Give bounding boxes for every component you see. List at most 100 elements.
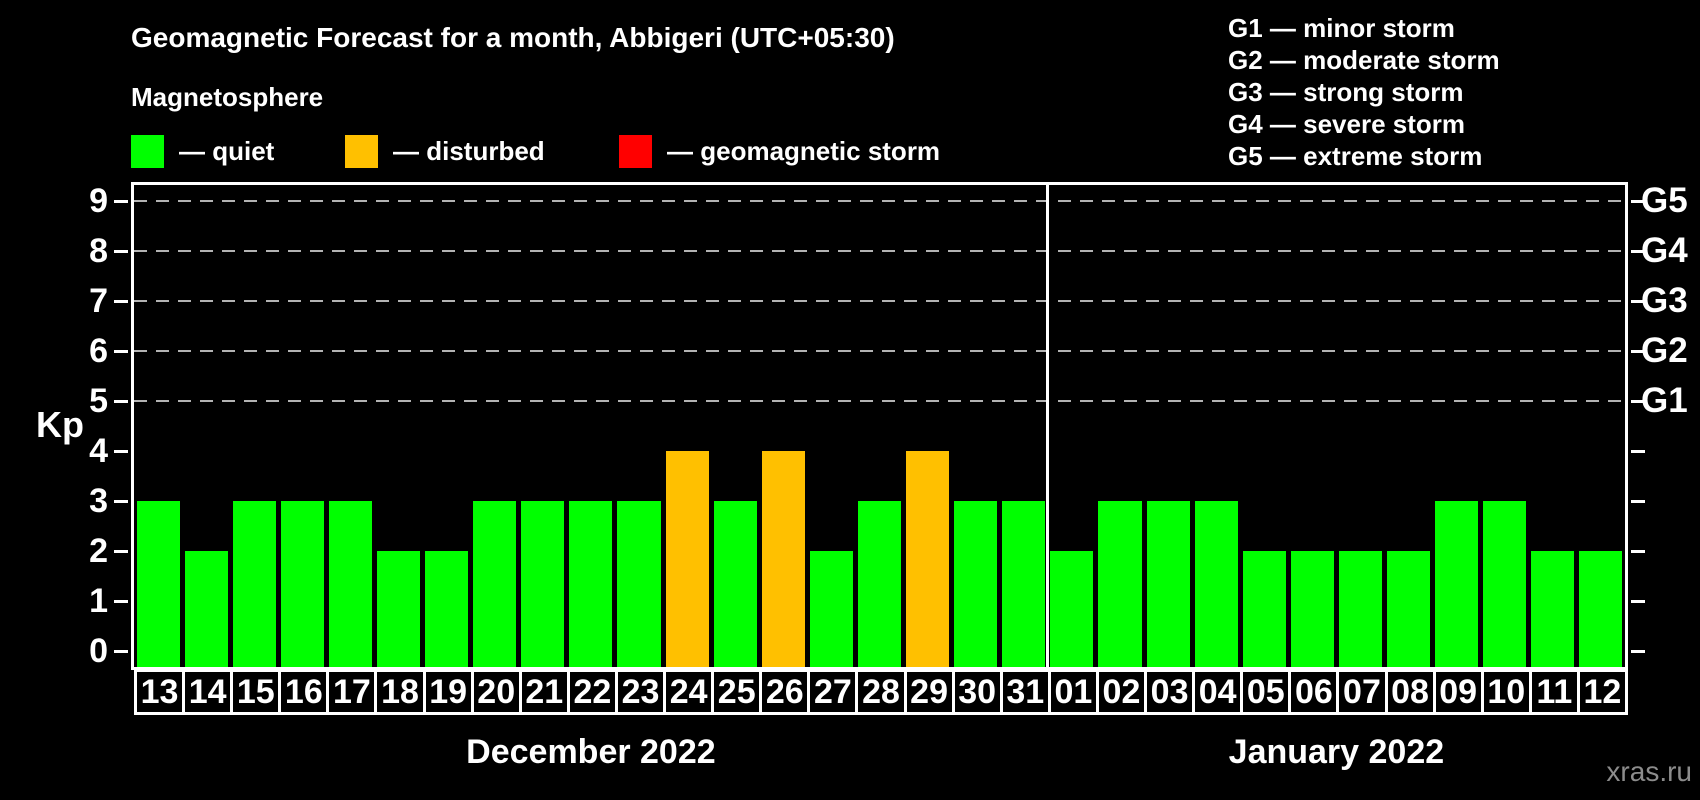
kp-bar-day-28	[857, 501, 902, 667]
kp-bar-day-24	[665, 451, 709, 667]
gridline-kp6	[134, 350, 1625, 352]
day-label-05: 05	[1240, 669, 1292, 715]
day-label-04: 04	[1192, 669, 1244, 715]
y-tick-right-6	[1631, 350, 1645, 353]
kp-bar-day-04	[1194, 501, 1238, 667]
day-label-29: 29	[903, 669, 955, 715]
y-tick-left-0	[114, 650, 128, 653]
kp-bar-day-30	[954, 501, 998, 667]
g-scale-legend-line-5: G5 — extreme storm	[1228, 141, 1483, 171]
y-tick-right-8	[1631, 250, 1645, 253]
y-tick-right-9	[1631, 200, 1645, 203]
day-label-24: 24	[663, 669, 715, 715]
day-label-18: 18	[374, 669, 426, 715]
y-tick-right-5	[1631, 400, 1645, 403]
plot-inner: 0 1 2 3 4 5 6 7 8 9 G1 G2 G3 G4 G5	[89, 181, 1688, 670]
y-tick-left-5	[114, 400, 128, 403]
y-tick-left-6	[114, 350, 128, 353]
y-tick-left-7	[114, 300, 128, 303]
y-tick-label-4: 4	[89, 432, 108, 470]
day-label-14: 14	[182, 669, 234, 715]
kp-bar-day-18	[376, 551, 421, 667]
kp-bar-day-15	[232, 501, 276, 667]
y-tick-left-9	[114, 200, 128, 203]
watermark: xras.ru	[1606, 756, 1692, 787]
kp-bar-day-08	[1387, 551, 1431, 667]
y-tick-label-7: 7	[89, 282, 108, 320]
right-axis-label-G3: G3	[1641, 281, 1688, 320]
kp-bar-day-31	[1002, 501, 1046, 667]
day-label-26: 26	[759, 669, 811, 715]
gridline-kp7	[134, 300, 1625, 302]
kp-bar-day-27	[809, 551, 853, 667]
day-label-31: 31	[999, 669, 1051, 715]
kp-bar-day-12	[1579, 551, 1623, 667]
g-scale-legend-line-3: G3 — strong storm	[1228, 77, 1464, 107]
chart-subtitle: Magnetosphere	[131, 82, 324, 112]
kp-bar-day-11	[1531, 551, 1575, 667]
g-scale-legend-line-1: G1 — minor storm	[1228, 13, 1455, 43]
day-axis: 13 14 15 16 17 18 19 20 21 22 23 24 25 26 27 28 29 30 31 01…	[134, 669, 1628, 715]
y-tick-right-4	[1631, 450, 1645, 453]
day-label-03: 03	[1144, 669, 1196, 715]
kp-bar-day-05	[1242, 551, 1286, 667]
y-tick-label-6: 6	[89, 332, 108, 370]
day-label-19: 19	[422, 669, 474, 715]
legend-item-quiet: — quiet	[131, 135, 274, 168]
y-tick-left-4	[114, 450, 128, 453]
right-axis-label-G5: G5	[1641, 181, 1688, 220]
kp-bar-day-19	[425, 551, 469, 667]
day-label-21: 21	[518, 669, 570, 715]
kp-bar-day-23	[617, 501, 661, 667]
day-label-23: 23	[614, 669, 667, 715]
y-tick-left-3	[114, 500, 128, 503]
y-tick-label-0: 0	[89, 632, 108, 670]
day-label-01: 01	[1047, 669, 1099, 715]
kp-bar-day-26	[761, 451, 805, 667]
kp-bar-day-22	[569, 501, 613, 667]
legend-item-storm: — geomagnetic storm	[619, 135, 940, 168]
day-label-22: 22	[566, 669, 618, 715]
legend-item-disturbed: — disturbed	[345, 135, 545, 168]
quiet-color-swatch	[131, 135, 164, 168]
day-label-16: 16	[278, 669, 330, 715]
day-label-20: 20	[470, 669, 522, 715]
day-label-28: 28	[855, 669, 907, 715]
storm-color-swatch	[619, 135, 652, 168]
month-labels: December 2022 January 2022	[0, 731, 1700, 773]
plot-area: 0 1 2 3 4 5 6 7 8 9 G1 G2 G3 G4 G5	[89, 181, 1688, 670]
day-label-30: 30	[951, 669, 1003, 715]
day-label-12: 12	[1576, 669, 1628, 715]
right-axis-label-G4: G4	[1641, 231, 1688, 270]
g-scale-legend-line-4: G4 — severe storm	[1228, 109, 1466, 139]
day-label-25: 25	[711, 669, 763, 715]
day-label-10: 10	[1480, 669, 1532, 715]
day-label-11: 11	[1528, 669, 1580, 715]
y-tick-label-8: 8	[89, 232, 108, 270]
month-label-1: December 2022	[466, 733, 716, 771]
y-tick-right-2	[1631, 550, 1645, 553]
chart-title: Geomagnetic Forecast for a month, Abbige…	[131, 22, 895, 53]
day-label-15: 15	[230, 669, 282, 715]
day-label-08: 08	[1384, 669, 1436, 715]
kp-bar-day-13	[136, 501, 180, 667]
month-label-2: January 2022	[1228, 733, 1445, 771]
kp-bar-day-17	[328, 501, 372, 667]
day-label-27: 27	[807, 669, 859, 715]
y-tick-right-1	[1631, 600, 1645, 603]
kp-bar-day-02	[1098, 501, 1142, 667]
y-tick-right-7	[1631, 300, 1645, 303]
g-scale-legend: G1 — minor storm G2 — moderate storm G3 — …	[1228, 12, 1500, 172]
y-tick-label-3: 3	[89, 482, 108, 520]
legend-item-label: — disturbed	[393, 136, 545, 166]
day-label-06: 06	[1288, 669, 1340, 715]
gridline-kp9	[134, 200, 1625, 202]
disturbed-color-swatch	[345, 135, 378, 168]
gridline-kp8	[134, 250, 1625, 252]
day-label-07: 07	[1336, 669, 1388, 715]
kp-bar-day-03	[1146, 501, 1190, 667]
gridline-kp5	[134, 400, 1625, 402]
y-tick-label-2: 2	[89, 532, 108, 570]
kp-bar-day-06	[1290, 551, 1334, 667]
